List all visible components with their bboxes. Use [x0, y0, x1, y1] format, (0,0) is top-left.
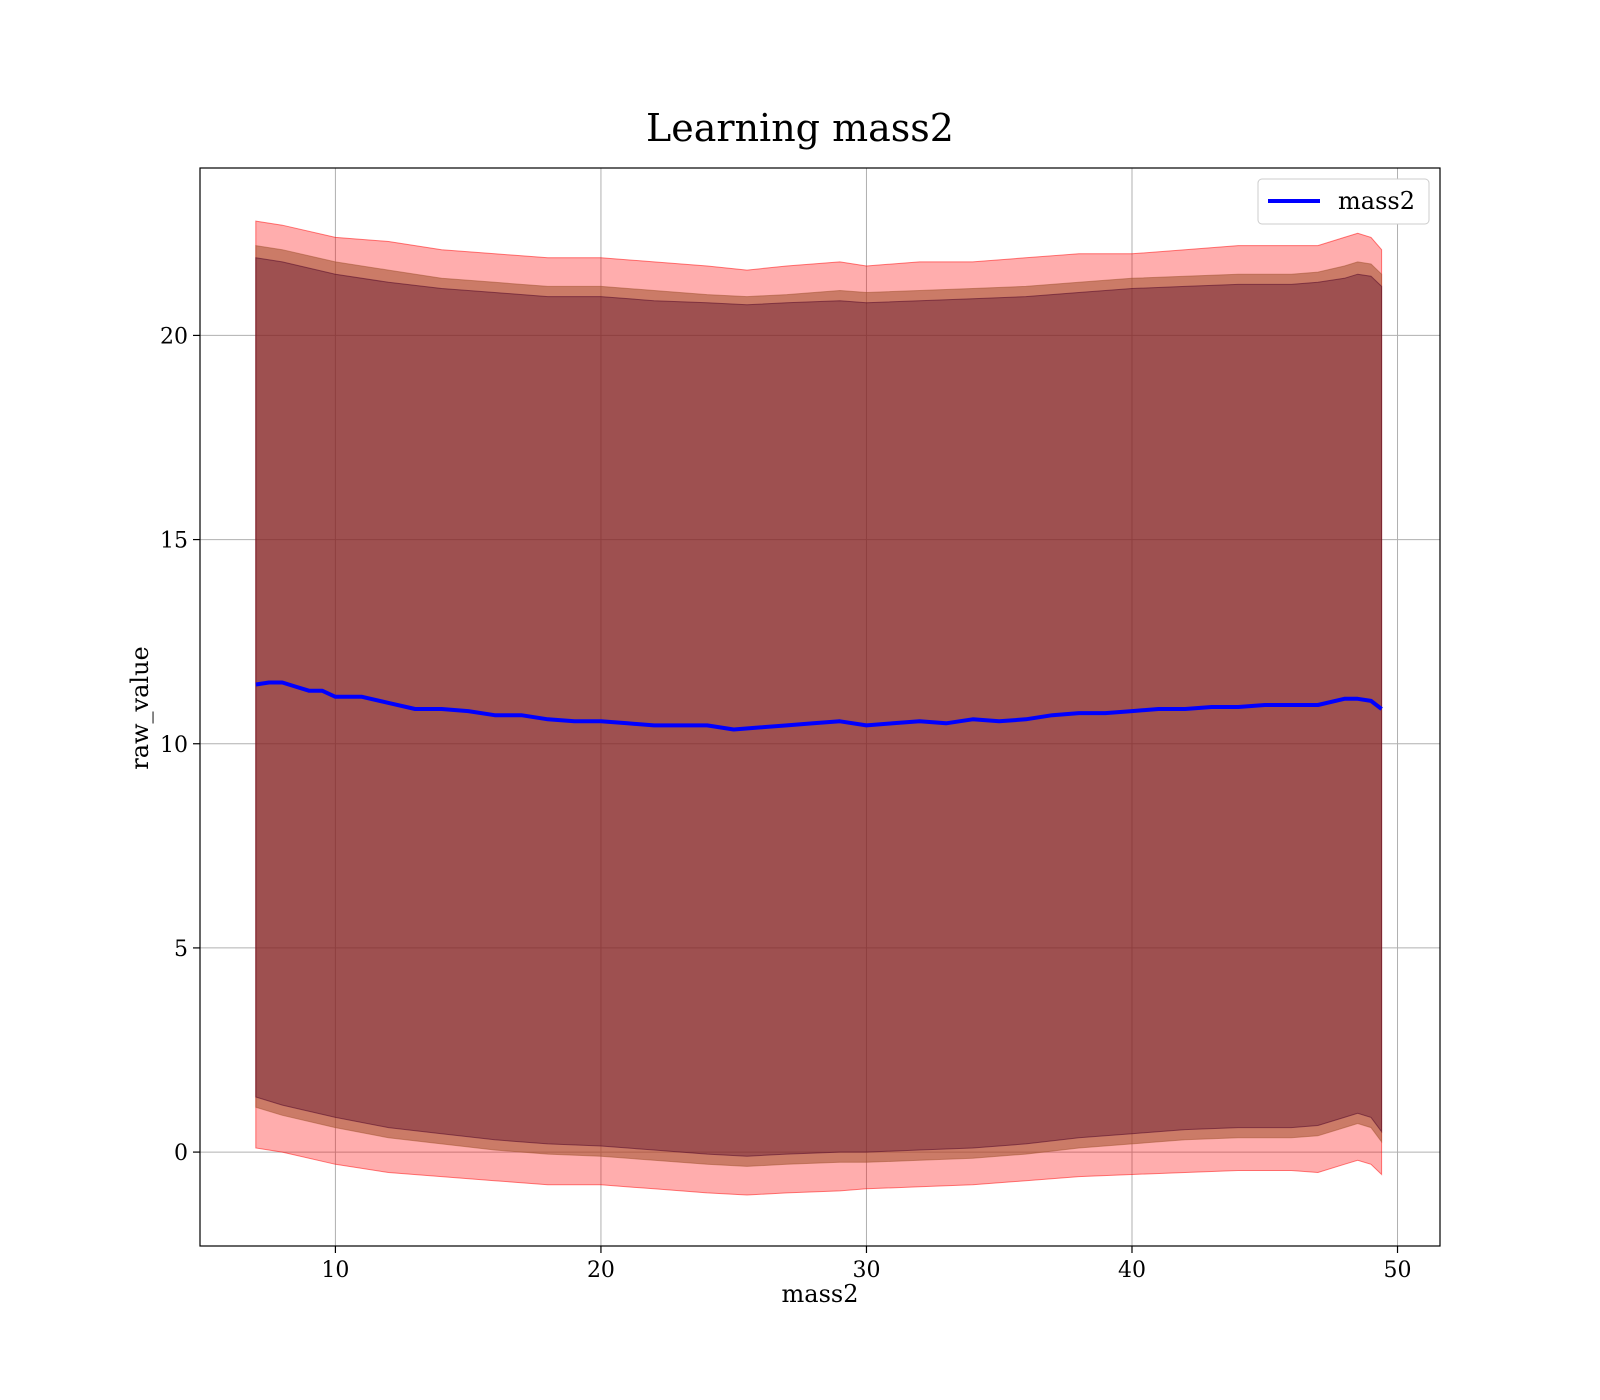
- band-inner: [255, 257, 1383, 1157]
- x-tick-label: 10: [321, 1258, 349, 1283]
- x-axis-label: mass2: [782, 1280, 859, 1308]
- x-tick-label: 50: [1384, 1258, 1412, 1283]
- y-tick-label: 0: [174, 1141, 188, 1166]
- confidence-bands: [255, 220, 1383, 1196]
- legend: mass2: [1257, 178, 1430, 225]
- x-tick-label: 40: [1118, 1258, 1146, 1283]
- legend-label-mass2: mass2: [1338, 187, 1415, 215]
- x-tick-label: 20: [587, 1258, 615, 1283]
- y-tick-label: 10: [160, 733, 188, 758]
- chart-title: Learning mass2: [646, 106, 954, 150]
- y-axis-label: raw_value: [126, 646, 154, 770]
- legend-box: [1257, 178, 1430, 225]
- y-tick-label: 20: [160, 324, 188, 349]
- series-lines: [255, 680, 1383, 732]
- band-middle: [255, 245, 1383, 1167]
- y-tick-label: 5: [174, 937, 188, 962]
- axis-ticks: 10 20 30 40 50 0 5 10 15 20: [160, 324, 1412, 1283]
- y-tick-label: 15: [160, 529, 188, 554]
- x-tick-label: 30: [852, 1258, 880, 1283]
- series-line-0: [255, 680, 1383, 732]
- plot-frame: [199, 167, 1441, 1247]
